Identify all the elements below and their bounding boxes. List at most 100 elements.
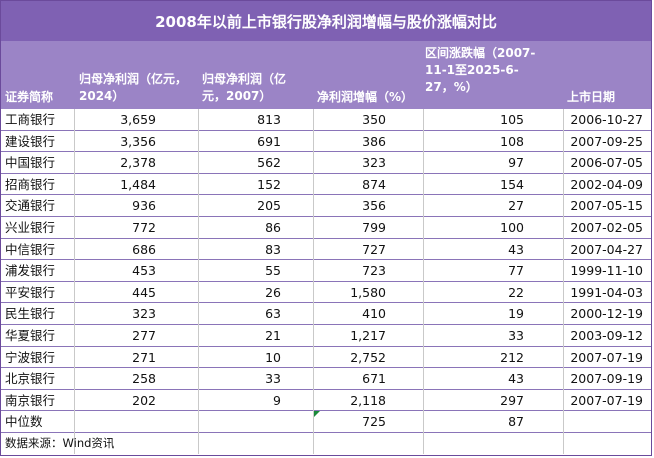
cell-price-change: 87 bbox=[508, 414, 524, 430]
cell-price-change: 297 bbox=[500, 392, 524, 408]
cell-price-change: 100 bbox=[500, 220, 524, 235]
table-row: 北京银行 258 33 671 43 2007-09-19 bbox=[1, 368, 651, 390]
cell-name: 北京银行 bbox=[5, 371, 56, 387]
cell-price-change: 22 bbox=[508, 284, 524, 300]
cell-name: 中国银行 bbox=[5, 155, 56, 171]
column-divider bbox=[74, 109, 75, 454]
cell-ipo-date: 2006-10-27 bbox=[570, 112, 643, 127]
cell-name: 华夏银行 bbox=[5, 328, 56, 343]
table-row: 工商银行 3,659 813 350 105 2006-10-27 bbox=[1, 109, 651, 131]
cell-profit-2007: 55 bbox=[265, 263, 281, 279]
cell-profit-2024: 772 bbox=[132, 220, 156, 235]
header-name: 证券简称 bbox=[5, 90, 54, 104]
cell-ipo-date bbox=[563, 411, 651, 432]
cell-profit-2007: 9 bbox=[273, 392, 281, 408]
table-row: 中国银行 2,378 562 323 97 2006-07-05 bbox=[1, 152, 651, 174]
cell-profit-2024: 323 bbox=[132, 306, 156, 322]
cell-name: 招商银行 bbox=[5, 176, 56, 192]
table-row: 南京银行 202 9 2,118 297 2007-07-19 bbox=[1, 390, 651, 412]
header-profit-2024: 归母净利润（亿元，2024） bbox=[79, 72, 188, 103]
cell-growth: 671 bbox=[362, 371, 386, 387]
cell-profit-2024: 3,659 bbox=[120, 112, 156, 127]
table-row: 兴业银行 772 86 799 100 2007-02-05 bbox=[1, 217, 651, 239]
cell-growth: 356 bbox=[362, 198, 386, 214]
cell-profit-2007: 26 bbox=[265, 284, 281, 300]
cell-profit-2007: 562 bbox=[257, 155, 281, 171]
cell-ipo-date: 2003-09-12 bbox=[570, 328, 643, 343]
cell-name: 中信银行 bbox=[5, 241, 56, 257]
cell-ipo-date: 2007-07-19 bbox=[570, 349, 643, 365]
cell-profit-2024: 202 bbox=[132, 392, 156, 408]
cell-profit-2007 bbox=[160, 411, 313, 432]
header-growth: 净利润增幅（%） bbox=[317, 90, 414, 104]
column-divider bbox=[313, 109, 314, 454]
cell-name: 宁波银行 bbox=[5, 349, 56, 365]
cell-profit-2024: 277 bbox=[132, 328, 156, 343]
cell-ipo-date: 1991-04-03 bbox=[570, 284, 643, 300]
table-row: 华夏银行 277 21 1,217 33 2003-09-12 bbox=[1, 325, 651, 347]
table-header: 证券简称 归母净利润（亿元，2024） 归母净利润（亿元，2007） 净利润增幅… bbox=[1, 41, 651, 109]
cell-price-change: 212 bbox=[500, 349, 524, 365]
cell-name: 平安银行 bbox=[5, 284, 56, 300]
column-divider bbox=[198, 109, 199, 454]
cell-ipo-date: 2007-07-19 bbox=[570, 392, 643, 408]
cell-price-change: 105 bbox=[500, 112, 524, 127]
cell-profit-2024: 453 bbox=[132, 263, 156, 279]
cell-profit-2007: 10 bbox=[265, 349, 281, 365]
table-row: 浦发银行 453 55 723 77 1999-11-10 bbox=[1, 260, 651, 282]
data-source-note: 数据来源：Wind资讯 bbox=[5, 436, 115, 450]
cell-price-change: 19 bbox=[508, 306, 524, 322]
cell-ipo-date: 2007-05-15 bbox=[570, 198, 643, 214]
cell-profit-2024: 1,484 bbox=[120, 176, 156, 192]
cell-name: 民生银行 bbox=[5, 306, 56, 322]
table-row: 招商银行 1,484 152 874 154 2002-04-09 bbox=[1, 174, 651, 196]
cell-profit-2024: 445 bbox=[132, 284, 156, 300]
cell-price-change: 108 bbox=[500, 133, 524, 149]
cell-profit-2024: 3,356 bbox=[120, 133, 156, 149]
cell-name: 工商银行 bbox=[5, 112, 56, 127]
header-ipo-date: 上市日期 bbox=[567, 90, 616, 104]
cell-growth: 725 bbox=[362, 414, 386, 430]
header-price-change: 区间涨跌幅（2007-11-1至2025-6-27，%） bbox=[425, 46, 536, 94]
cell-profit-2024: 686 bbox=[132, 241, 156, 257]
cell-growth: 2,752 bbox=[350, 349, 386, 365]
cell-price-change: 27 bbox=[508, 198, 524, 214]
cell-growth: 386 bbox=[362, 133, 386, 149]
cell-ipo-date: 2007-04-27 bbox=[570, 241, 643, 257]
cell-name: 中位数 bbox=[5, 414, 43, 430]
cell-growth: 1,580 bbox=[350, 284, 386, 300]
table-row: 中信银行 686 83 727 43 2007-04-27 bbox=[1, 239, 651, 261]
column-divider bbox=[563, 109, 564, 454]
cell-ipo-date: 2007-02-05 bbox=[570, 220, 643, 235]
cell-growth: 350 bbox=[362, 112, 386, 127]
cell-profit-2007: 33 bbox=[265, 371, 281, 387]
cell-profit-2007: 63 bbox=[265, 306, 281, 322]
cell-name: 兴业银行 bbox=[5, 220, 56, 235]
cell-growth: 723 bbox=[362, 263, 386, 279]
cell-profit-2007: 152 bbox=[257, 176, 281, 192]
cell-price-change: 43 bbox=[508, 241, 524, 257]
cell-growth: 874 bbox=[362, 176, 386, 192]
cell-ipo-date: 2002-04-09 bbox=[570, 176, 643, 192]
cell-profit-2007: 813 bbox=[257, 112, 281, 127]
cell-price-change: 77 bbox=[508, 263, 524, 279]
cell-growth: 799 bbox=[362, 220, 386, 235]
cell-name: 交通银行 bbox=[5, 198, 56, 214]
cell-growth: 727 bbox=[362, 241, 386, 257]
table-row: 交通银行 936 205 356 27 2007-05-15 bbox=[1, 195, 651, 217]
cell-profit-2007: 691 bbox=[257, 133, 281, 149]
cell-price-change: 97 bbox=[508, 155, 524, 171]
cell-comment-marker bbox=[314, 411, 320, 418]
table-row: 平安银行 445 26 1,580 22 1991-04-03 bbox=[1, 282, 651, 304]
cell-ipo-date: 2007-09-19 bbox=[570, 371, 643, 387]
cell-profit-2007: 21 bbox=[265, 328, 281, 343]
cell-growth: 2,118 bbox=[350, 392, 386, 408]
cell-profit-2024: 258 bbox=[132, 371, 156, 387]
cell-ipo-date: 2007-09-25 bbox=[570, 133, 643, 149]
cell-growth: 1,217 bbox=[350, 328, 386, 343]
cell-profit-2007: 86 bbox=[265, 220, 281, 235]
cell-price-change: 33 bbox=[508, 328, 524, 343]
table-row: 民生银行 323 63 410 19 2000-12-19 bbox=[1, 303, 651, 325]
cell-profit-2007: 83 bbox=[265, 241, 281, 257]
